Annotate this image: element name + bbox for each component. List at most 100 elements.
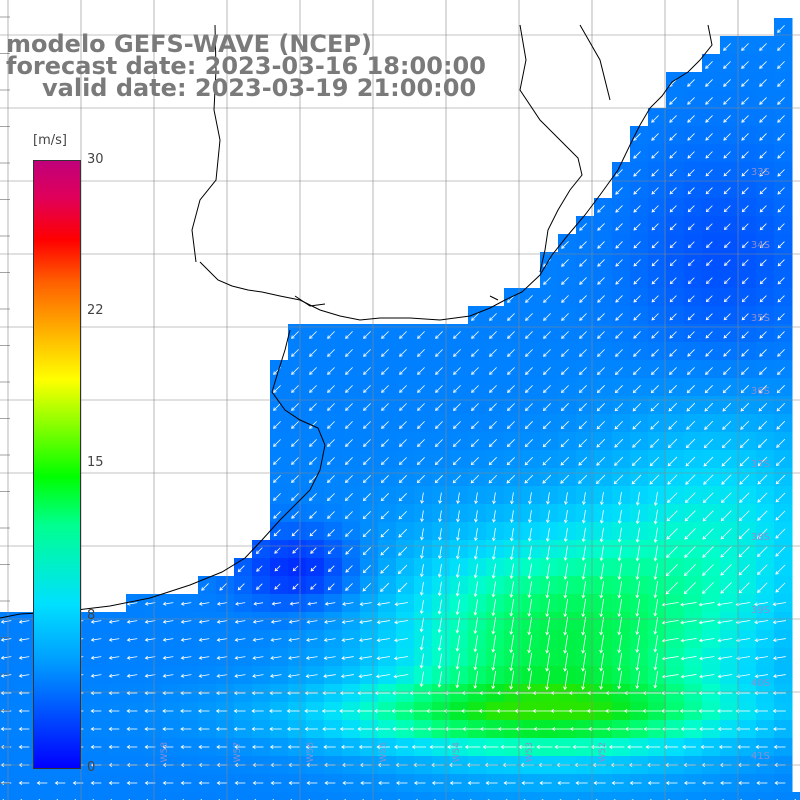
wind-arrow-head bbox=[309, 389, 313, 393]
wind-arrow-head bbox=[632, 389, 637, 394]
wind-arrow bbox=[381, 385, 389, 393]
wind-arrow bbox=[272, 602, 282, 605]
wind-arrow-head bbox=[615, 353, 619, 357]
wind-arrow-head bbox=[309, 532, 314, 537]
wind-arrow-head bbox=[327, 425, 331, 429]
wind-arrow-head bbox=[759, 119, 763, 123]
wind-arrow bbox=[755, 656, 768, 659]
wind-arrow bbox=[543, 313, 551, 321]
wind-arrow bbox=[235, 656, 246, 659]
wind-arrow-head bbox=[219, 587, 223, 591]
wind-arrow-head bbox=[757, 535, 761, 539]
wind-arrow-head bbox=[776, 407, 781, 412]
wind-arrow bbox=[127, 674, 138, 677]
wind-arrow-head bbox=[420, 518, 424, 523]
wind-arrow-head bbox=[651, 298, 656, 303]
wind-arrow-head bbox=[253, 601, 258, 606]
wind-arrow-head bbox=[717, 727, 722, 731]
wind-arrow-head bbox=[543, 281, 547, 285]
wind-arrow-head bbox=[291, 532, 296, 537]
wind-arrow bbox=[775, 492, 786, 503]
wind-arrow-head bbox=[527, 594, 532, 599]
wind-arrow bbox=[1, 620, 12, 623]
wind-arrow-head bbox=[651, 280, 656, 285]
wind-arrow-head bbox=[306, 638, 310, 642]
wind-arrow bbox=[776, 420, 786, 430]
wind-arrow-head bbox=[419, 610, 424, 615]
wind-arrow-head bbox=[669, 353, 673, 357]
wind-arrow-head bbox=[426, 709, 430, 713]
wind-arrow-head bbox=[702, 499, 707, 504]
wind-arrow bbox=[561, 367, 569, 375]
wind-arrow-head bbox=[717, 620, 721, 625]
wind-arrow-head bbox=[380, 533, 385, 538]
wind-arrow-head bbox=[560, 443, 565, 448]
wind-arrow bbox=[528, 652, 533, 671]
wind-arrow-head bbox=[543, 371, 547, 375]
wind-arrow bbox=[738, 564, 750, 576]
wind-arrow-head bbox=[684, 517, 689, 522]
wind-arrow bbox=[471, 349, 479, 357]
wind-arrow-head bbox=[724, 262, 728, 266]
wind-arrow bbox=[564, 545, 568, 561]
wind-arrow bbox=[705, 151, 713, 159]
wind-arrow bbox=[666, 510, 678, 522]
wind-arrow bbox=[615, 223, 623, 231]
wind-arrow-head bbox=[669, 101, 673, 105]
wind-arrow-head bbox=[653, 594, 658, 599]
wind-arrow-head bbox=[720, 572, 724, 576]
wind-arrow-head bbox=[473, 593, 478, 598]
wind-arrow-head bbox=[438, 518, 442, 523]
wind-arrow bbox=[618, 598, 623, 617]
wind-arrow-head bbox=[419, 573, 424, 578]
wind-arrow-head bbox=[614, 462, 618, 466]
wind-arrow-head bbox=[563, 613, 568, 618]
wind-arrow-head bbox=[635, 649, 640, 653]
wind-arrow-head bbox=[568, 709, 573, 713]
wind-cell bbox=[522, 792, 541, 800]
wind-arrow-head bbox=[704, 407, 709, 412]
wind-arrow-head bbox=[605, 709, 609, 713]
wind-arrow-head bbox=[398, 534, 402, 538]
wind-arrow bbox=[777, 43, 785, 51]
wind-arrow-head bbox=[310, 567, 315, 572]
wind-arrow bbox=[438, 617, 442, 633]
wind-arrow-head bbox=[536, 745, 540, 749]
wind-arrow-head bbox=[758, 426, 762, 430]
wind-arrow-head bbox=[599, 686, 604, 690]
wind-arrow-head bbox=[0, 673, 5, 678]
wind-arrow bbox=[398, 528, 408, 538]
wind-arrow-head bbox=[327, 461, 331, 465]
wind-arrow-head bbox=[391, 709, 395, 713]
wind-arrow bbox=[292, 583, 299, 590]
wind-arrow-head bbox=[596, 425, 601, 430]
wind-arrow bbox=[618, 581, 623, 598]
wind-arrow-head bbox=[651, 137, 655, 141]
wind-cell bbox=[720, 792, 739, 800]
wind-arrow bbox=[181, 602, 192, 605]
wind-arrow-head bbox=[510, 500, 514, 505]
wind-arrow-head bbox=[491, 556, 496, 561]
wind-arrow-head bbox=[597, 227, 601, 231]
wind-arrow-head bbox=[772, 709, 777, 713]
wind-arrow bbox=[654, 491, 658, 506]
figure-title-forecast-date: forecast date: 2023-03-16 18:00:00 bbox=[6, 52, 486, 80]
wind-arrow-head bbox=[759, 244, 764, 249]
wind-cell bbox=[198, 792, 217, 800]
wind-arrow bbox=[439, 528, 442, 541]
wind-arrow bbox=[636, 563, 640, 580]
wind-arrow bbox=[670, 259, 677, 266]
wind-arrow-head bbox=[288, 656, 292, 660]
wind-arrow-head bbox=[669, 137, 673, 141]
wind-arrow-head bbox=[702, 590, 706, 594]
wind-arrow bbox=[341, 674, 354, 677]
wind-arrow bbox=[615, 259, 623, 267]
wind-arrow bbox=[474, 599, 478, 615]
wind-arrow bbox=[489, 331, 497, 339]
wind-arrow bbox=[273, 475, 281, 483]
wind-arrow-head bbox=[599, 501, 604, 506]
wind-arrow bbox=[564, 598, 569, 617]
wind-arrow bbox=[669, 205, 677, 213]
wind-arrow bbox=[217, 674, 228, 677]
wind-arrow-head bbox=[90, 781, 95, 785]
